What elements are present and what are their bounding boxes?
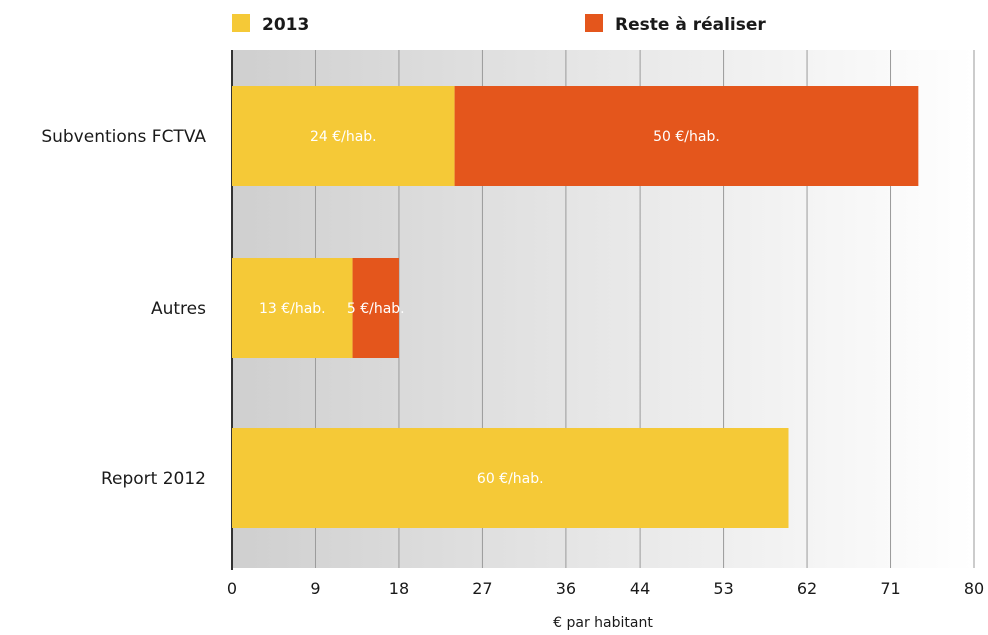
x-tick-71: 71 [880, 579, 900, 598]
x-tick-27: 27 [472, 579, 492, 598]
x-tick-labels: 0 9 18 27 36 44 53 62 71 80 [227, 579, 984, 598]
bar-value-label: 60 €/hab. [477, 471, 544, 487]
category-label-0: Subventions FCTVA [41, 127, 206, 147]
bar-reste-à-réaliser-1 [352, 258, 399, 358]
category-label-1: Autres [151, 299, 206, 319]
x-tick-0: 0 [227, 579, 237, 598]
bar-value-label: 5 €/hab. [347, 301, 405, 317]
bar-2013-2 [232, 428, 789, 528]
x-tick-36: 36 [556, 579, 576, 598]
category-label-2: Report 2012 [101, 469, 206, 489]
x-tick-62: 62 [797, 579, 817, 598]
legend-label-1: Reste à réaliser [615, 15, 766, 35]
x-axis-label: € par habitant [553, 615, 653, 631]
legend-swatch-1 [585, 14, 603, 32]
x-tick-80: 80 [964, 579, 984, 598]
x-tick-18: 18 [389, 579, 409, 598]
bar-value-label: 13 €/hab. [259, 301, 326, 317]
x-tick-9: 9 [310, 579, 320, 598]
bar-reste-à-réaliser-0 [454, 86, 919, 186]
bar-value-label: 24 €/hab. [310, 129, 377, 145]
bar-value-label: 50 €/hab. [653, 129, 720, 145]
legend-label-0: 2013 [262, 15, 309, 35]
legend-swatch-0 [232, 14, 250, 32]
x-tick-53: 53 [713, 579, 733, 598]
category-labels: Subventions FCTVA Autres Report 2012 [41, 127, 206, 489]
bar-2013-0 [232, 86, 455, 186]
x-tick-44: 44 [630, 579, 650, 598]
legend: 2013 Reste à réaliser [232, 14, 766, 35]
bars: 24 €/hab. 50 €/hab. 13 €/hab. 5 €/hab. 60 €/… [232, 86, 919, 528]
bar-2013-1 [232, 258, 353, 358]
